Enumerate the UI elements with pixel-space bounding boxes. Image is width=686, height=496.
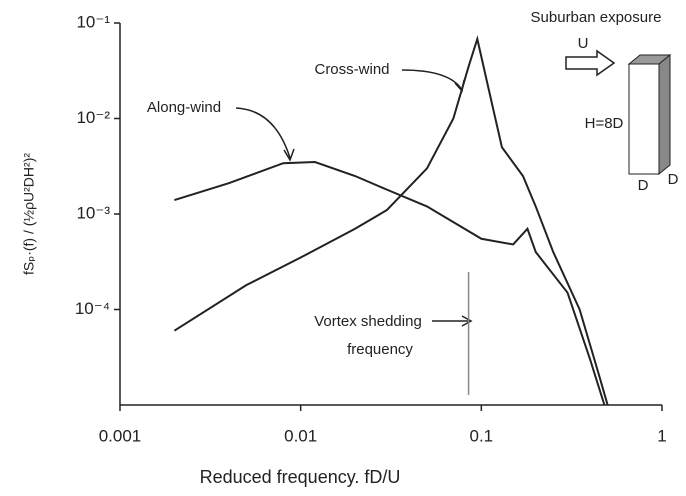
inset-width: D [638,177,649,194]
block-front [629,64,659,174]
wind-arrow [566,51,614,75]
inset-title: Suburban exposure [531,9,662,26]
chart: Along-wind Cross-wind Vortex shedding fr… [0,0,686,496]
x-tick-label: 0.1 [470,426,494,445]
along-wind-label: Along-wind [147,99,221,116]
cross-wind-arrow [402,70,462,90]
line-series [174,162,604,405]
y-tick-label: 10⁻² [76,108,110,127]
x-tick-label: 0.01 [284,426,317,445]
y-tick-label: 10⁻³ [76,203,110,222]
block-side [659,55,670,174]
x-axis-label: Reduced frequency. fD/U [200,467,401,487]
vortex-label: Vortex shedding [314,313,422,330]
cross-wind-label: Cross-wind [314,61,389,78]
y-tick-label: 10⁻⁴ [75,299,110,318]
y-tick-label: 10⁻¹ [76,12,110,31]
x-tick-label: 0.001 [99,426,142,445]
vortex-label: frequency [347,341,413,358]
vortex-arrow [432,316,471,326]
inset-height: H=8D [585,115,624,132]
x-tick-label: 1 [657,426,666,445]
inset-depth: D [668,171,679,188]
y-axis-label: fSₚ·(f) / (½ρU²DH²)² [21,153,37,275]
inset-wind: U [578,35,589,52]
along-wind-arrow [236,108,290,158]
